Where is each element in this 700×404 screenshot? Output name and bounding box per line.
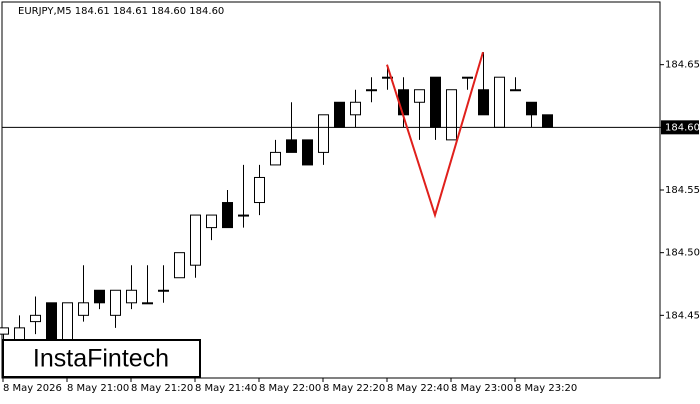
candle-body [542,114,553,128]
candle-body [382,76,393,79]
x-tick-label: 8 May 22:40 [387,383,449,394]
candle-body [270,151,281,166]
candle-body [62,302,73,341]
candle-body [78,302,89,316]
y-tick-label: 184.50 [665,248,700,259]
candle-body [430,76,441,128]
candle-body [142,302,153,305]
candle-body [190,214,201,266]
candle-body [238,214,249,217]
candle-body [334,101,345,128]
candle-body [526,101,537,116]
x-tick-label: 8 May 23:00 [451,383,513,394]
candle-body [286,139,297,153]
candle-body [254,176,265,204]
candle-body [94,289,105,304]
x-tick-label: 8 May 22:00 [259,383,321,394]
logo-box [2,339,201,378]
candle-body [46,302,57,341]
candle-body [478,89,489,116]
x-tick-label: 8 May 22:20 [323,383,385,394]
y-tick-label: 184.45 [665,310,700,321]
candle-body [0,327,9,335]
candle-body [126,289,137,304]
logo: InstaFintech [33,345,169,373]
candle-body [414,89,425,103]
candle-body [510,89,521,92]
candle-body [366,89,377,92]
x-tick-label: 8 May 23:20 [515,383,577,394]
candle-body [206,214,217,229]
candle-body [158,289,169,292]
x-tick-label: 8 May 21:20 [131,383,193,394]
candle-body [494,76,505,128]
candle-body [14,327,25,341]
candle-body [222,202,233,229]
candle-body [30,314,41,323]
candle-body [110,289,121,316]
candle-body [350,101,361,116]
pattern-line [386,51,484,219]
x-tick-label: 8 May 21:00 [67,383,129,394]
candle-body [174,252,185,279]
candle-body [446,89,457,141]
current-price-box [661,120,699,135]
current-price-label: 184.60 [665,122,700,133]
candle-body [462,76,473,79]
y-tick-label: 184.65 [665,60,700,71]
candle-body [318,114,329,153]
candle-body [302,139,313,166]
plot-frame [1,1,661,379]
y-tick-label: 184.55 [665,185,700,196]
x-tick-label: 8 May 2026 [3,383,62,394]
x-tick-label: 8 May 21:40 [195,383,257,394]
chart-title: EURJPY,M5 184.61 184.61 184.60 184.60 [18,6,224,17]
